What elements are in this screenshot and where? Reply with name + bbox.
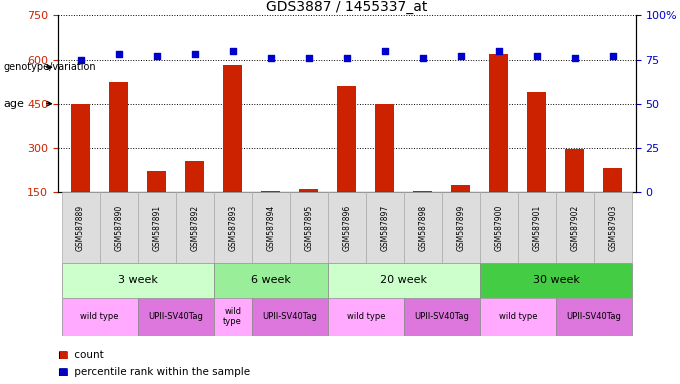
Bar (452, 185, 471, 192)
Point (189, 51, 200, 57)
Bar (252, 298, 328, 336)
Text: 20 week: 20 week (380, 275, 427, 285)
Bar (223, 65, 242, 192)
Point (607, 53, 618, 59)
Bar (214, 192, 252, 263)
Point (265, 55, 276, 61)
Text: GSM587903: GSM587903 (609, 204, 617, 251)
Bar (62, 192, 100, 263)
Text: ■: ■ (58, 367, 67, 377)
Text: GSM587889: GSM587889 (76, 204, 85, 251)
Point (570, 55, 581, 61)
Text: GSM587890: GSM587890 (114, 204, 123, 251)
Point (379, 48, 390, 54)
Point (113, 51, 124, 57)
Bar (62, 298, 137, 336)
Bar (556, 298, 632, 336)
Bar (518, 192, 556, 263)
Bar (175, 192, 214, 263)
Text: GSM587895: GSM587895 (304, 204, 313, 251)
Bar (137, 192, 175, 263)
Bar (480, 298, 556, 336)
Text: GSM587892: GSM587892 (190, 204, 199, 251)
Bar (290, 192, 328, 263)
Text: 3 week: 3 week (118, 275, 158, 285)
Bar (214, 298, 252, 336)
Text: wild type: wild type (80, 312, 119, 321)
Bar (185, 161, 204, 192)
Bar (566, 149, 585, 192)
Bar (100, 192, 137, 263)
Text: GSM587902: GSM587902 (571, 204, 579, 251)
Text: GSM587898: GSM587898 (418, 204, 427, 251)
Bar (480, 192, 518, 263)
Bar (603, 169, 622, 192)
Bar (62, 263, 214, 298)
Bar (252, 192, 290, 263)
Point (494, 48, 505, 54)
Bar (71, 104, 90, 192)
Point (532, 53, 543, 59)
Bar (413, 190, 432, 192)
Bar (366, 192, 404, 263)
Text: GSM587894: GSM587894 (267, 204, 275, 251)
Bar (147, 171, 166, 192)
Text: 6 week: 6 week (251, 275, 290, 285)
Text: UPII-SV40Tag: UPII-SV40Tag (566, 312, 622, 321)
Point (151, 53, 162, 59)
Point (341, 55, 352, 61)
Bar (137, 298, 214, 336)
Text: ■  percentile rank within the sample: ■ percentile rank within the sample (58, 367, 250, 377)
Point (227, 48, 238, 54)
Text: genotype/variation: genotype/variation (3, 62, 96, 72)
Bar (328, 263, 480, 298)
Point (456, 53, 466, 59)
Text: ■: ■ (58, 350, 67, 360)
Text: ■  count: ■ count (58, 350, 103, 360)
Bar (214, 263, 328, 298)
Text: UPII-SV40Tag: UPII-SV40Tag (148, 312, 203, 321)
Bar (594, 192, 632, 263)
Text: GSM587893: GSM587893 (228, 204, 237, 251)
Text: GSM587901: GSM587901 (532, 204, 541, 251)
Bar (261, 190, 280, 192)
Bar (375, 104, 394, 192)
Text: wild type: wild type (347, 312, 385, 321)
Bar (404, 298, 480, 336)
Bar (328, 192, 366, 263)
Text: GSM587897: GSM587897 (380, 204, 390, 251)
Bar (337, 86, 356, 192)
Text: age: age (3, 99, 24, 109)
Text: wild type: wild type (498, 312, 537, 321)
Text: GSM587899: GSM587899 (456, 204, 465, 251)
Title: GDS3887 / 1455337_at: GDS3887 / 1455337_at (266, 0, 428, 14)
Bar (490, 54, 509, 192)
Text: UPII-SV40Tag: UPII-SV40Tag (262, 312, 317, 321)
Text: GSM587896: GSM587896 (342, 204, 352, 251)
Bar (528, 92, 547, 192)
Bar (442, 192, 480, 263)
Text: GSM587891: GSM587891 (152, 204, 161, 251)
Bar (404, 192, 442, 263)
Point (303, 55, 314, 61)
Bar (328, 298, 404, 336)
Text: 30 week: 30 week (532, 275, 579, 285)
Bar (480, 263, 632, 298)
Text: wild
type: wild type (223, 307, 242, 326)
Point (75, 56, 86, 63)
Text: UPII-SV40Tag: UPII-SV40Tag (414, 312, 469, 321)
Bar (299, 189, 318, 192)
Bar (556, 192, 594, 263)
Text: GSM587900: GSM587900 (494, 204, 503, 251)
Point (418, 55, 428, 61)
Bar (109, 82, 128, 192)
